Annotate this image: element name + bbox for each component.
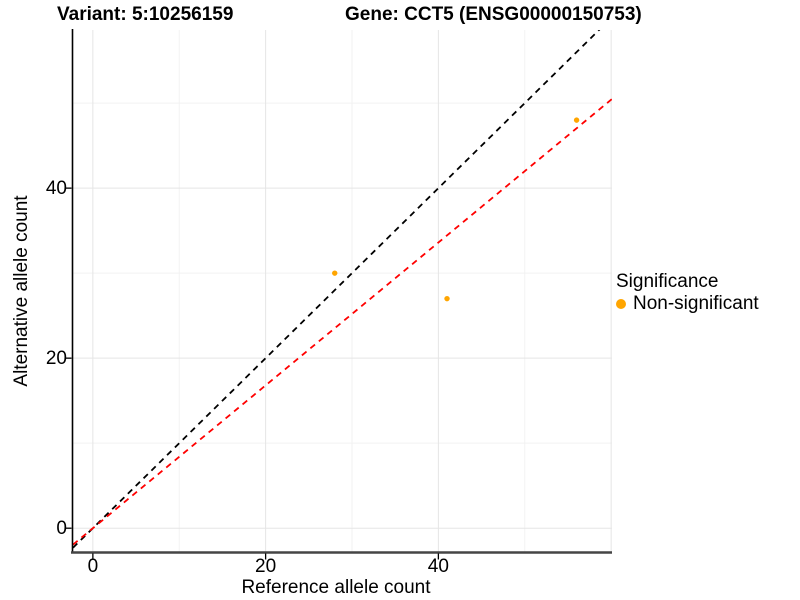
plot-title-gene: Gene: CCT5 (ENSG00000150753) bbox=[345, 4, 642, 25]
y-tick-label-20: 20 bbox=[45, 347, 67, 369]
data-point-28-30 bbox=[332, 270, 338, 276]
x-axis-title: Reference allele count bbox=[241, 577, 431, 598]
legend-point-icon bbox=[616, 299, 626, 309]
legend-item-label: Non-significant bbox=[633, 293, 759, 314]
y-tick-label-40: 40 bbox=[45, 177, 67, 199]
plot-title-variant: Variant: 5:10256159 bbox=[57, 4, 234, 25]
legend: Significance Non-significant bbox=[616, 270, 759, 315]
legend-item: Non-significant bbox=[616, 293, 759, 315]
data-point-56-48 bbox=[573, 117, 580, 123]
x-tick-label-0: 0 bbox=[87, 556, 99, 577]
identity-line bbox=[73, 30, 601, 549]
y-tick-label-0: 0 bbox=[56, 517, 67, 539]
x-tick-label-40: 40 bbox=[427, 556, 449, 577]
allele-ratio-line bbox=[73, 98, 612, 546]
y-axis-title: Alternative allele count bbox=[11, 195, 32, 387]
x-tick-label-20: 20 bbox=[255, 556, 277, 577]
data-point-41-27 bbox=[444, 295, 450, 302]
reference-lines bbox=[73, 30, 612, 549]
legend-title: Significance bbox=[616, 271, 719, 292]
